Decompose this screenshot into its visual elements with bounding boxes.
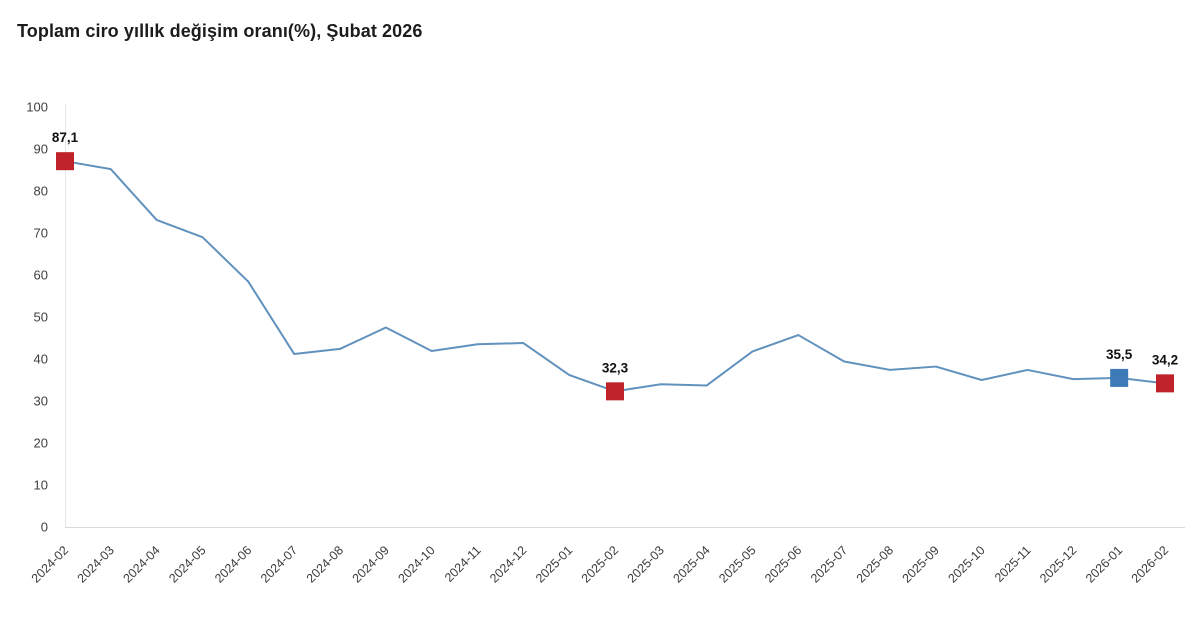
y-tick-label: 20 [34, 436, 48, 451]
data-point-marker[interactable] [606, 382, 624, 401]
y-tick-label: 30 [34, 394, 48, 409]
y-tick-label: 80 [34, 184, 48, 199]
y-tick-label: 70 [34, 226, 48, 241]
x-tick-label: 2024-11 [442, 543, 484, 585]
x-tick-label: 2024-10 [395, 543, 437, 585]
x-tick-label: 2024-12 [487, 543, 529, 585]
data-point-label: 32,3 [602, 360, 629, 375]
x-tick-label: 2024-02 [29, 543, 71, 585]
x-tick-label: 2025-08 [854, 543, 896, 585]
y-tick-label: 90 [34, 142, 48, 157]
x-tick-label: 2024-06 [212, 543, 254, 585]
x-tick-label: 2025-03 [625, 543, 667, 585]
x-tick-label: 2024-07 [258, 543, 300, 585]
x-tick-label: 2025-01 [533, 543, 575, 585]
x-tick-label: 2024-09 [350, 543, 392, 585]
data-point-label: 87,1 [52, 130, 79, 145]
x-tick-label: 2026-01 [1083, 543, 1125, 585]
data-point-marker[interactable] [1156, 374, 1174, 393]
x-tick-label: 2025-09 [900, 543, 942, 585]
y-tick-label: 0 [41, 520, 48, 535]
x-tick-label: 2025-05 [716, 543, 758, 585]
y-tick-label: 40 [34, 352, 48, 367]
y-tick-label: 100 [26, 100, 48, 115]
x-tick-label: 2025-07 [808, 543, 850, 585]
x-tick-label: 2025-11 [992, 543, 1034, 585]
data-point-marker[interactable] [1110, 368, 1129, 387]
x-tick-label: 2026-02 [1129, 543, 1171, 585]
x-tick-label: 2025-10 [945, 543, 987, 585]
x-tick-label: 2024-04 [120, 543, 162, 585]
data-point-label: 35,5 [1106, 347, 1133, 362]
x-tick-label: 2025-02 [579, 543, 621, 585]
x-tick-label: 2025-12 [1037, 543, 1079, 585]
series-line [64, 160, 1166, 393]
y-tick-label: 60 [34, 268, 48, 283]
x-tick-label: 2024-03 [75, 543, 117, 585]
x-tick-label: 2025-06 [762, 543, 804, 585]
y-tick-label: 50 [34, 310, 48, 325]
x-tick-label: 2024-05 [166, 543, 208, 585]
chart-title: Toplam ciro yıllık değişim oranı(%), Şub… [17, 21, 423, 41]
data-point-label: 34,2 [1152, 352, 1178, 367]
x-tick-label: 2025-04 [670, 543, 712, 585]
y-tick-label: 10 [34, 478, 48, 493]
data-point-marker[interactable] [56, 152, 74, 171]
x-tick-label: 2024-08 [304, 543, 346, 585]
